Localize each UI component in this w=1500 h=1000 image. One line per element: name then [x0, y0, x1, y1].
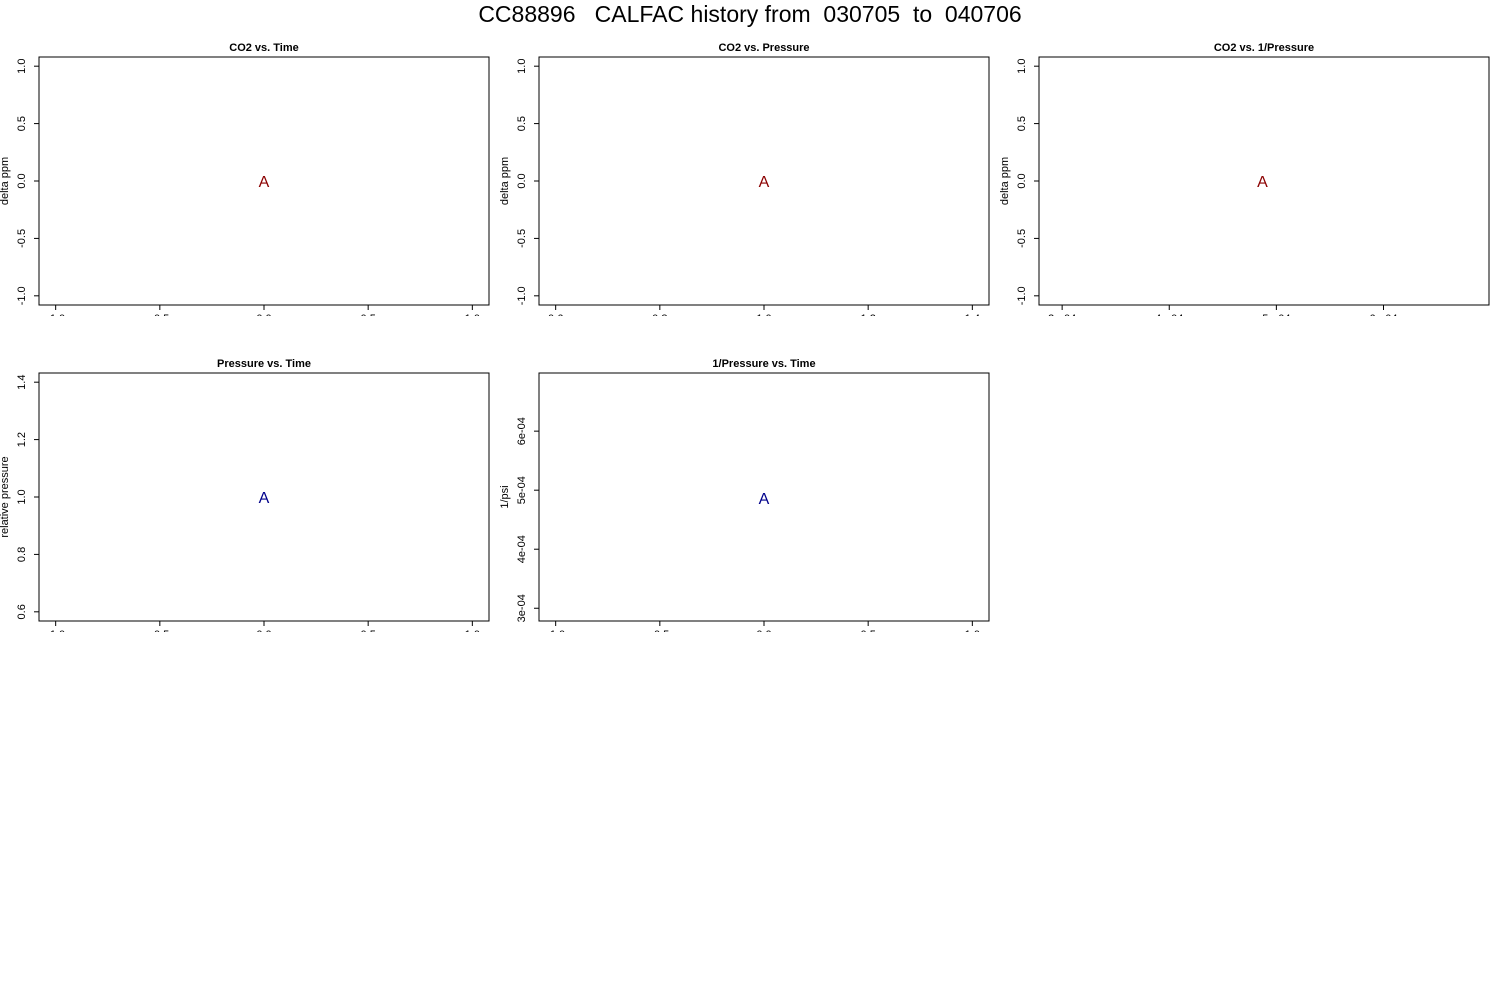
panel-title: 1/Pressure vs. Time — [712, 358, 815, 370]
y-tick-label: -0.5 — [16, 229, 28, 248]
y-axis-label: delta ppm — [500, 157, 511, 205]
x-tick-label: 6e-04 — [1369, 313, 1397, 316]
x-tick-label: 0.0 — [256, 313, 271, 316]
y-axis-label: 1/psi — [500, 485, 511, 508]
x-tick-label: -1.0 — [46, 313, 65, 316]
x-tick-label: 5e-04 — [1262, 313, 1290, 316]
chart-co2-vs-time: CO2 vs. Time -1.0 -0.5 0.0 0.5 1.0 -1.0 -0.5 0.0… — [0, 42, 490, 316]
chart-inverse-pressure-vs-time: 1/Pressure vs. Time -1.0 -0.5 0.0 0.5 1.0 3e-0… — [500, 358, 990, 632]
y-tick-label: 5e-04 — [516, 476, 528, 504]
y-tick-label: -0.5 — [1016, 229, 1028, 248]
panel-title: Pressure vs. Time — [217, 358, 311, 370]
x-tick-label: 0.0 — [256, 629, 271, 632]
x-tick-label: 4e-04 — [1155, 313, 1183, 316]
y-tick-label: 0.0 — [16, 173, 28, 188]
y-tick-label: 0.0 — [516, 173, 528, 188]
y-tick-label: -1.0 — [516, 286, 528, 305]
y-tick-label: 6e-04 — [516, 417, 528, 445]
chart-co2-vs-pressure: CO2 vs. Pressure 0.6 0.8 1.0 1.2 1.4 -1.0 -0.5 0… — [500, 42, 990, 316]
x-tick-label: -1.0 — [46, 629, 65, 632]
y-axis-label: relative pressure — [0, 456, 11, 537]
y-tick-label: 1.4 — [16, 375, 28, 390]
y-tick-label: 0.0 — [1016, 173, 1028, 188]
chart-co2-vs-inverse-pressure: CO2 vs. 1/Pressure 3e-04 4e-04 5e-04 6e-04 -1… — [1000, 42, 1490, 316]
x-tick-label: 0.6 — [548, 313, 563, 316]
x-tick-label: 1.0 — [465, 313, 480, 316]
x-tick-label: 1.2 — [861, 313, 876, 316]
x-tick-label: -0.5 — [150, 313, 169, 316]
y-axis-label: delta ppm — [1000, 157, 1011, 205]
y-tick-label: 0.6 — [16, 604, 28, 619]
panel-title: CO2 vs. 1/Pressure — [1214, 42, 1314, 54]
data-point: A — [259, 490, 270, 507]
y-tick-label: 1.2 — [16, 432, 28, 447]
data-point: A — [259, 174, 270, 191]
x-tick-label: -1.0 — [546, 629, 565, 632]
data-point: A — [759, 174, 770, 191]
x-tick-label: 0.5 — [861, 629, 876, 632]
data-point: A — [1257, 174, 1268, 191]
y-tick-label: 0.5 — [1016, 116, 1028, 131]
panel-title: CO2 vs. Time — [229, 42, 299, 54]
x-tick-label: -0.5 — [150, 629, 169, 632]
y-tick-label: -0.5 — [516, 229, 528, 248]
x-tick-label: -0.5 — [650, 629, 669, 632]
y-tick-label: -1.0 — [1016, 286, 1028, 305]
x-tick-label: 1.0 — [756, 313, 771, 316]
panel-title: CO2 vs. Pressure — [718, 42, 809, 54]
y-tick-label: 4e-04 — [516, 535, 528, 563]
y-tick-label: 1.0 — [1016, 59, 1028, 74]
x-tick-label: 0.5 — [361, 629, 376, 632]
y-tick-label: 1.0 — [16, 489, 28, 504]
x-tick-label: 0.5 — [361, 313, 376, 316]
y-tick-label: 3e-04 — [516, 594, 528, 622]
y-tick-label: 0.5 — [16, 116, 28, 131]
x-tick-label: 1.4 — [965, 313, 980, 316]
y-tick-label: 0.8 — [16, 547, 28, 562]
data-point: A — [759, 491, 770, 508]
x-tick-label: 0.8 — [652, 313, 667, 316]
y-tick-label: 0.5 — [516, 116, 528, 131]
y-tick-label: -1.0 — [16, 286, 28, 305]
x-tick-label: 0.0 — [756, 629, 771, 632]
y-axis-label: delta ppm — [0, 157, 11, 205]
x-tick-label: 1.0 — [465, 629, 480, 632]
y-tick-label: 1.0 — [516, 59, 528, 74]
x-tick-label: 3e-04 — [1048, 313, 1076, 316]
page-title: CC88896 CALFAC history from 030705 to 04… — [478, 1, 1022, 27]
y-tick-label: 1.0 — [16, 59, 28, 74]
chart-pressure-vs-time: Pressure vs. Time -1.0 -0.5 0.0 0.5 1.0 0.6 0.8… — [0, 358, 490, 632]
x-tick-label: 1.0 — [965, 629, 980, 632]
